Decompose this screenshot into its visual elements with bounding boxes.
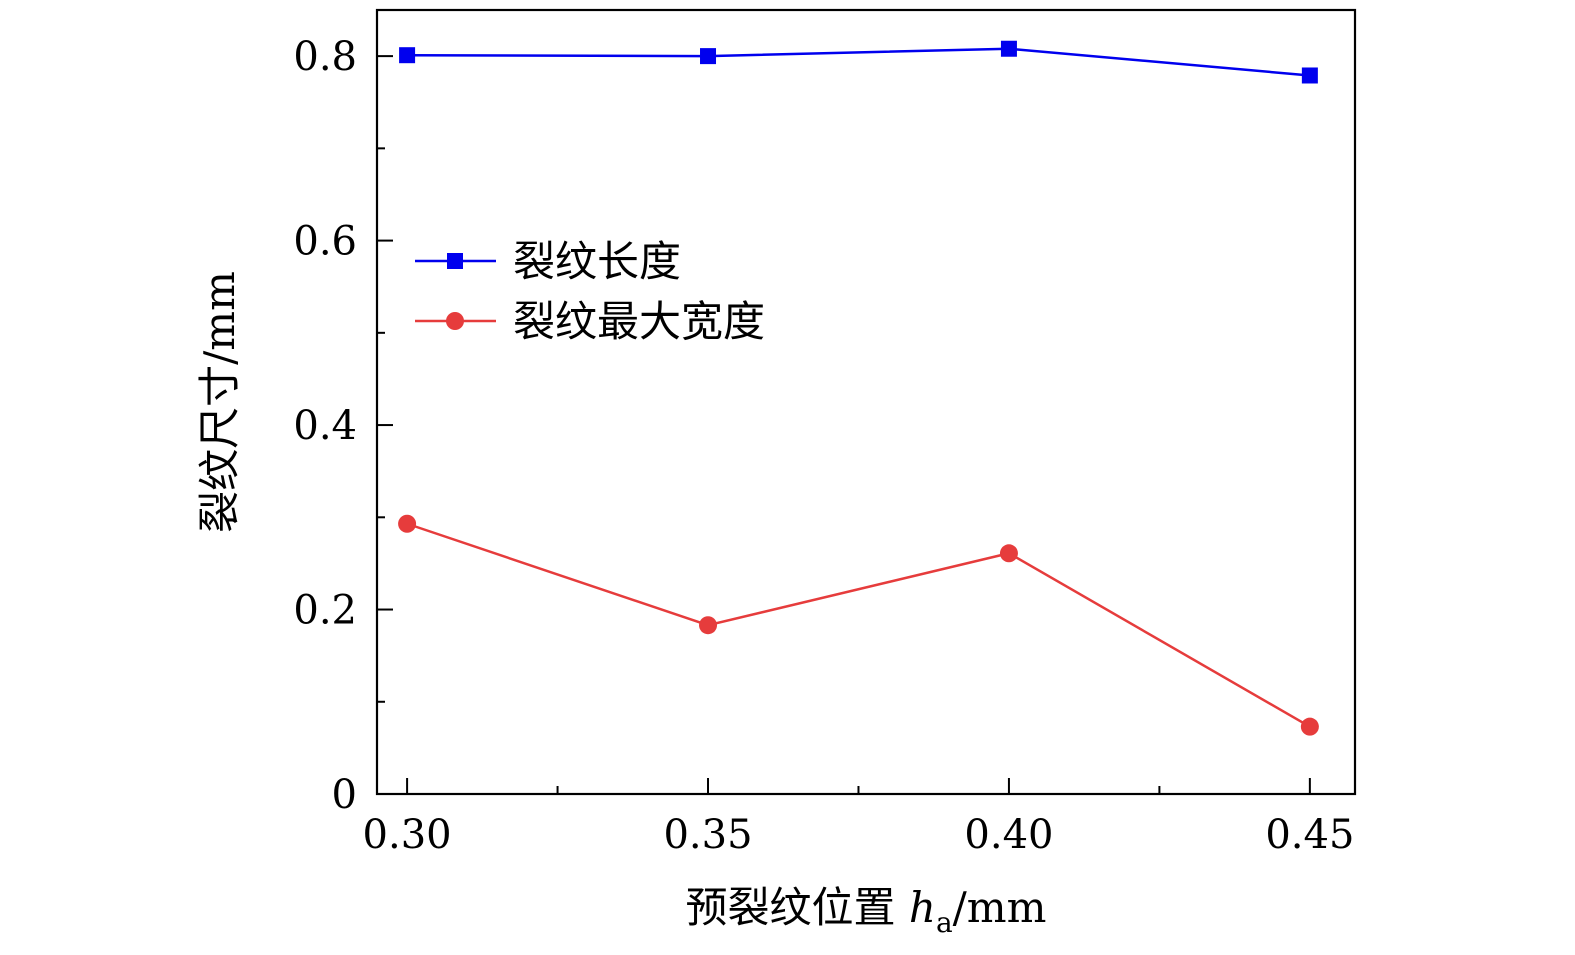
x-tick-label: 0.35 [663,812,752,858]
data-point-square [700,48,717,65]
x-tick-label: 0.30 [363,812,452,858]
x-tick-label: 0.40 [964,812,1053,858]
y-tick-label: 0.6 [293,219,357,265]
x-axis-title: 预裂纹位置 ha/mm [686,883,1047,939]
data-point-square [399,47,416,64]
y-axis-title: 裂纹尺寸/mm [195,271,244,533]
data-point-circle [999,544,1018,563]
data-point-circle [699,616,718,635]
legend-label-crack-width: 裂纹最大宽度 [513,297,765,346]
legend-marker-square [447,253,463,269]
y-tick-label: 0.8 [293,34,357,80]
y-tick-label: 0.4 [293,403,357,449]
x-tick-label: 0.45 [1265,812,1354,858]
data-point-circle [398,514,417,533]
data-point-square [1301,67,1318,84]
data-point-circle [1300,717,1319,736]
y-tick-label: 0.2 [293,588,357,634]
data-point-square [1000,40,1017,57]
legend-marker-circle [446,312,464,330]
legend: 裂纹长度 裂纹最大宽度 [415,237,765,346]
series-line-1 [406,522,1311,728]
x-tick-labels: 0.30 0.35 0.40 0.45 [363,812,1355,858]
series-line-0 [407,47,1310,77]
plot-frame [375,8,1357,796]
y-tick-labels: 0 0.2 0.4 0.6 0.8 [293,34,357,818]
y-tick-label: 0 [332,772,357,818]
legend-label-crack-length: 裂纹长度 [513,237,681,286]
axis-ticks [377,55,1311,795]
data-series [398,40,1319,736]
